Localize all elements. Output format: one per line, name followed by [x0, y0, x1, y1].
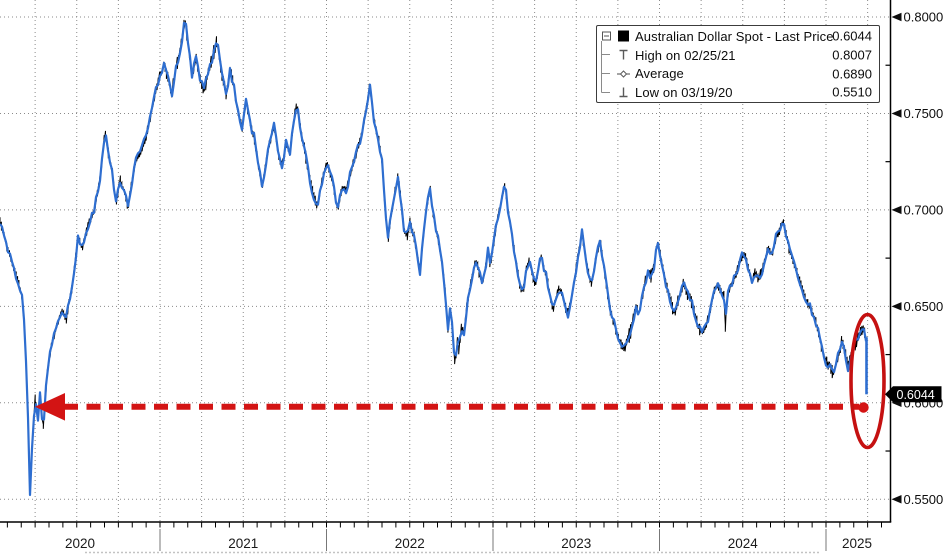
legend-label: Low on 03/19/20 [635, 84, 733, 100]
y-tick-arrow-icon [891, 109, 902, 118]
last-price-badge-value: 0.6044 [897, 388, 935, 402]
chart-legend[interactable]: Australian Dollar Spot - Last Price 0.60… [596, 25, 880, 103]
y-tick-label: 0.8000 [904, 10, 943, 25]
average-marker-icon [617, 70, 630, 78]
red-highlight-ellipse [849, 312, 886, 450]
legend-value: 0.5510 [832, 84, 872, 100]
legend-label: Australian Dollar Spot - Last Price [635, 28, 834, 44]
y-tick-arrow-icon [891, 302, 902, 311]
red-arrowhead-icon [35, 393, 65, 421]
x-year-label: 2023 [561, 536, 591, 551]
price-line-blue [0, 21, 868, 497]
legend-tree-lines [601, 41, 610, 93]
collapse-box-icon[interactable] [602, 31, 611, 41]
y-tick-label: 0.5500 [904, 492, 943, 507]
legend-value: 0.6044 [832, 28, 872, 44]
red-endpoint-dot [858, 402, 869, 413]
x-year-label: 2025 [842, 536, 872, 551]
series-swatch-icon [618, 30, 629, 42]
legend-row-high[interactable]: High on 02/25/21 0.8007 [602, 46, 873, 65]
x-year-label: 2020 [65, 536, 95, 551]
x-year-label: 2024 [728, 536, 759, 551]
legend-row-low[interactable]: Low on 03/19/20 0.5510 [602, 83, 873, 102]
legend-value: 0.6890 [832, 66, 872, 82]
last-price-badge [885, 386, 942, 403]
legend-value: 0.8007 [832, 47, 872, 63]
low-marker-icon [619, 87, 628, 98]
x-year-label: 2022 [395, 536, 425, 551]
legend-label: Average [635, 66, 684, 82]
legend-label: High on 02/25/21 [635, 47, 736, 63]
x-year-label: 2021 [228, 536, 258, 551]
legend-row-last-price[interactable]: Australian Dollar Spot - Last Price 0.60… [602, 27, 873, 46]
y-tick-arrow-icon [891, 12, 902, 22]
high-marker-icon [619, 49, 628, 60]
y-tick-label: 0.6500 [904, 299, 943, 314]
y-tick-label: 0.7000 [904, 202, 943, 217]
legend-row-average[interactable]: Average 0.6890 [602, 64, 873, 83]
y-tick-label: 0.7500 [904, 106, 943, 121]
y-tick-arrow-icon [891, 495, 902, 504]
y-tick-arrow-icon [891, 205, 902, 215]
